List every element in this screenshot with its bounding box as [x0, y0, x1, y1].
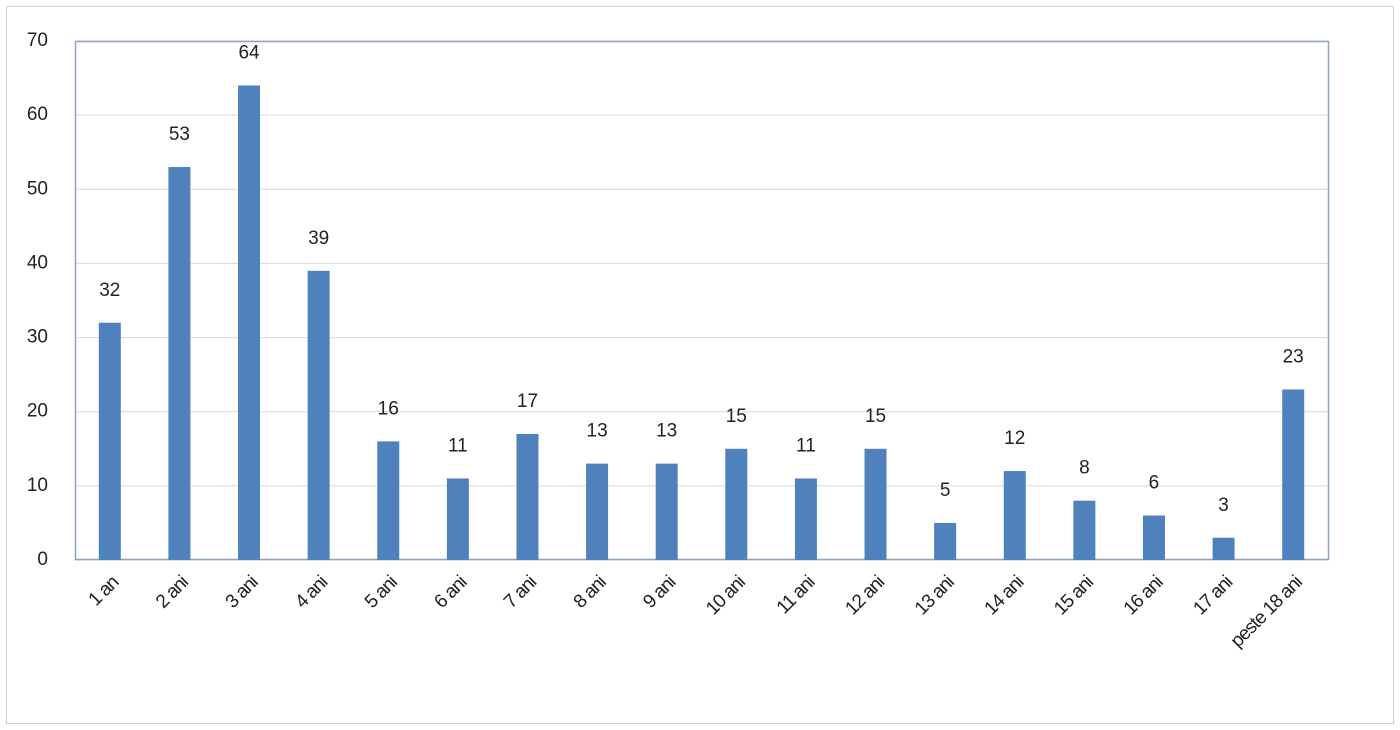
bar	[586, 463, 609, 560]
data-label: 16	[378, 398, 399, 419]
data-label: 8	[1079, 458, 1090, 479]
data-label: 13	[587, 421, 608, 442]
data-label: 11	[796, 435, 816, 456]
data-label: 11	[448, 435, 468, 456]
bar	[238, 85, 261, 560]
bar	[1212, 537, 1235, 560]
data-label: 6	[1149, 473, 1160, 494]
bar	[794, 478, 817, 560]
bar	[446, 478, 469, 560]
bar	[1142, 515, 1165, 560]
chart-frame	[6, 6, 1394, 724]
y-tick-label: 70	[27, 30, 48, 51]
bar	[1003, 471, 1026, 560]
data-label: 23	[1283, 346, 1304, 367]
data-label: 39	[308, 228, 329, 249]
bar	[864, 448, 887, 560]
y-tick-label: 40	[27, 252, 48, 273]
bar	[934, 522, 957, 560]
bar	[516, 433, 539, 560]
data-label: 32	[99, 280, 120, 301]
data-label: 12	[1004, 428, 1025, 449]
grid	[75, 40, 1328, 561]
y-tick-label: 20	[27, 401, 48, 422]
y-tick-label: 30	[27, 327, 48, 348]
bar	[307, 270, 330, 560]
data-label: 53	[169, 124, 190, 145]
plot-frame	[74, 40, 1330, 561]
data-label: 13	[656, 421, 677, 442]
bar	[725, 448, 748, 560]
bar	[377, 441, 400, 560]
data-label: 15	[865, 406, 886, 427]
y-tick-label: 60	[27, 104, 48, 125]
bar	[1073, 500, 1096, 560]
y-tick-label: 0	[37, 549, 48, 570]
y-tick-label: 50	[27, 178, 48, 199]
data-label: 5	[940, 480, 951, 501]
y-tick-label: 10	[27, 475, 48, 496]
data-label: 15	[726, 406, 747, 427]
bar	[98, 322, 121, 560]
data-label: 17	[517, 391, 538, 412]
data-label: 64	[238, 43, 260, 64]
data-label: 3	[1218, 495, 1229, 516]
bar	[168, 167, 191, 561]
bar	[655, 463, 678, 560]
bar	[1282, 389, 1305, 560]
